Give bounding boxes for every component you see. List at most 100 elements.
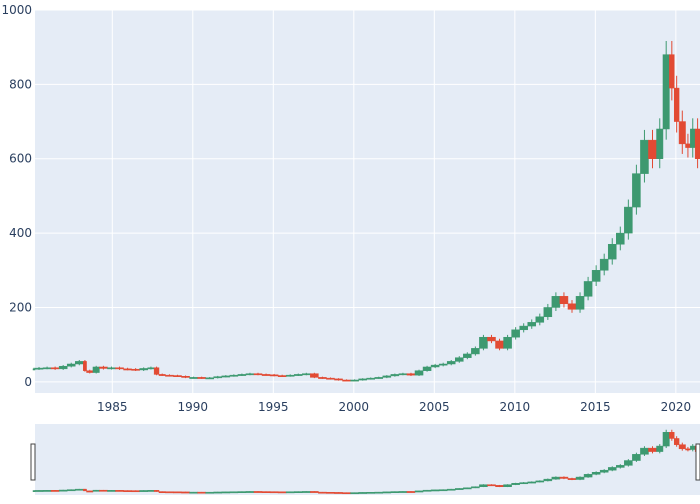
- candle-body: [358, 378, 367, 381]
- candle-body: [374, 377, 384, 379]
- mini-candle-body: [139, 490, 148, 492]
- candle-body: [559, 296, 569, 305]
- mini-candle-body: [575, 476, 585, 480]
- candle-body: [147, 367, 155, 370]
- mini-candle-body: [455, 488, 464, 490]
- mini-candle-body: [543, 478, 553, 482]
- mini-candle-body: [326, 491, 335, 494]
- mini-candle-body: [535, 480, 545, 483]
- rangeslider-series: [32, 429, 700, 495]
- main-plot-background: [35, 10, 700, 393]
- mini-candle-body: [463, 487, 472, 490]
- mini-candle-body: [495, 485, 504, 487]
- x-tick-label: 1990: [178, 400, 209, 414]
- candle-body: [99, 366, 108, 369]
- mini-candle-body: [147, 490, 155, 492]
- mini-candle-body: [277, 491, 287, 494]
- candle-body: [575, 296, 585, 310]
- mini-candle-body: [374, 491, 384, 494]
- candle-body: [350, 379, 359, 382]
- candle-body: [632, 173, 641, 208]
- y-tick-label: 1000: [1, 3, 32, 17]
- candle-body: [607, 244, 617, 260]
- mini-candle-body: [99, 489, 108, 492]
- mini-candle-body: [221, 491, 231, 494]
- x-tick-label: 2010: [500, 400, 531, 414]
- mini-candle-body: [599, 469, 609, 473]
- x-tick-label: 2020: [661, 400, 692, 414]
- candle-body: [189, 377, 198, 379]
- candle-body: [245, 373, 255, 376]
- candle-body: [567, 303, 577, 310]
- y-tick-label: 800: [9, 77, 32, 91]
- candle-body: [32, 368, 36, 371]
- mini-candle-body: [42, 490, 52, 492]
- mini-candle-body: [197, 491, 206, 494]
- mini-candle-body: [213, 491, 223, 494]
- mini-candle-body: [269, 491, 279, 494]
- mini-candle-body: [34, 490, 44, 492]
- candle-body: [83, 361, 87, 371]
- y-tick-label: 0: [24, 375, 32, 389]
- x-axis-ticks: 1985 1990 1995 2000 2005 2010 2015 2020: [97, 400, 691, 414]
- candle-body: [390, 374, 400, 377]
- candle-body: [656, 128, 664, 159]
- mini-candle-body: [302, 491, 311, 493]
- x-tick-label: 1985: [97, 400, 128, 414]
- mini-candle-body: [158, 491, 166, 494]
- candle-body: [75, 361, 84, 365]
- mini-candle-body: [366, 491, 375, 494]
- candle-body: [173, 375, 182, 377]
- candle-body: [543, 307, 553, 318]
- mini-candle-body: [86, 490, 94, 493]
- rangeslider-right-handle[interactable]: [695, 443, 700, 481]
- candle-body: [139, 368, 148, 371]
- candle-body: [34, 367, 44, 370]
- candle-body: [342, 379, 351, 382]
- candle-body: [205, 377, 214, 380]
- candle-body: [229, 374, 239, 377]
- mini-candle-body: [205, 491, 214, 494]
- candle-body: [527, 322, 537, 327]
- mini-candle-body: [245, 491, 255, 493]
- rangeslider-background[interactable]: [35, 424, 700, 495]
- candle-body: [50, 367, 60, 370]
- y-tick-label: 600: [9, 152, 32, 166]
- mini-candle-body: [58, 489, 68, 492]
- mini-candle-body: [591, 472, 601, 475]
- candle-body: [326, 377, 335, 380]
- candle-body: [86, 370, 94, 373]
- mini-candle-body: [487, 484, 496, 487]
- rangeslider-left-handle[interactable]: [30, 443, 36, 481]
- candle-body: [685, 143, 691, 148]
- candle-body: [92, 366, 100, 373]
- candle-body: [678, 121, 686, 145]
- mini-candle-body: [527, 481, 537, 484]
- mini-candle-body: [446, 488, 456, 491]
- mini-candle-body: [115, 490, 124, 492]
- candle-body: [519, 325, 528, 331]
- mini-candle-body: [406, 491, 416, 493]
- candle-body: [318, 377, 327, 379]
- mini-candle-body: [648, 447, 657, 452]
- candle-body: [446, 361, 456, 365]
- candle-body: [165, 374, 174, 377]
- candle-body: [463, 353, 472, 358]
- candle-body: [535, 316, 545, 323]
- candle-body: [479, 336, 488, 349]
- candle-body: [277, 375, 287, 377]
- gridlines: [35, 9, 700, 393]
- candle-body: [398, 373, 408, 376]
- mini-candle-body: [181, 491, 190, 494]
- mini-candle-body: [75, 488, 84, 491]
- x-tick-label: 1995: [258, 400, 289, 414]
- mini-candle-body: [685, 448, 691, 451]
- mini-candle-body: [189, 491, 198, 494]
- mini-candle-body: [656, 445, 664, 452]
- mini-candle-body: [398, 491, 408, 493]
- mini-candle-body: [50, 490, 60, 492]
- mini-candle-body: [165, 491, 174, 494]
- mini-candle-body: [261, 491, 271, 494]
